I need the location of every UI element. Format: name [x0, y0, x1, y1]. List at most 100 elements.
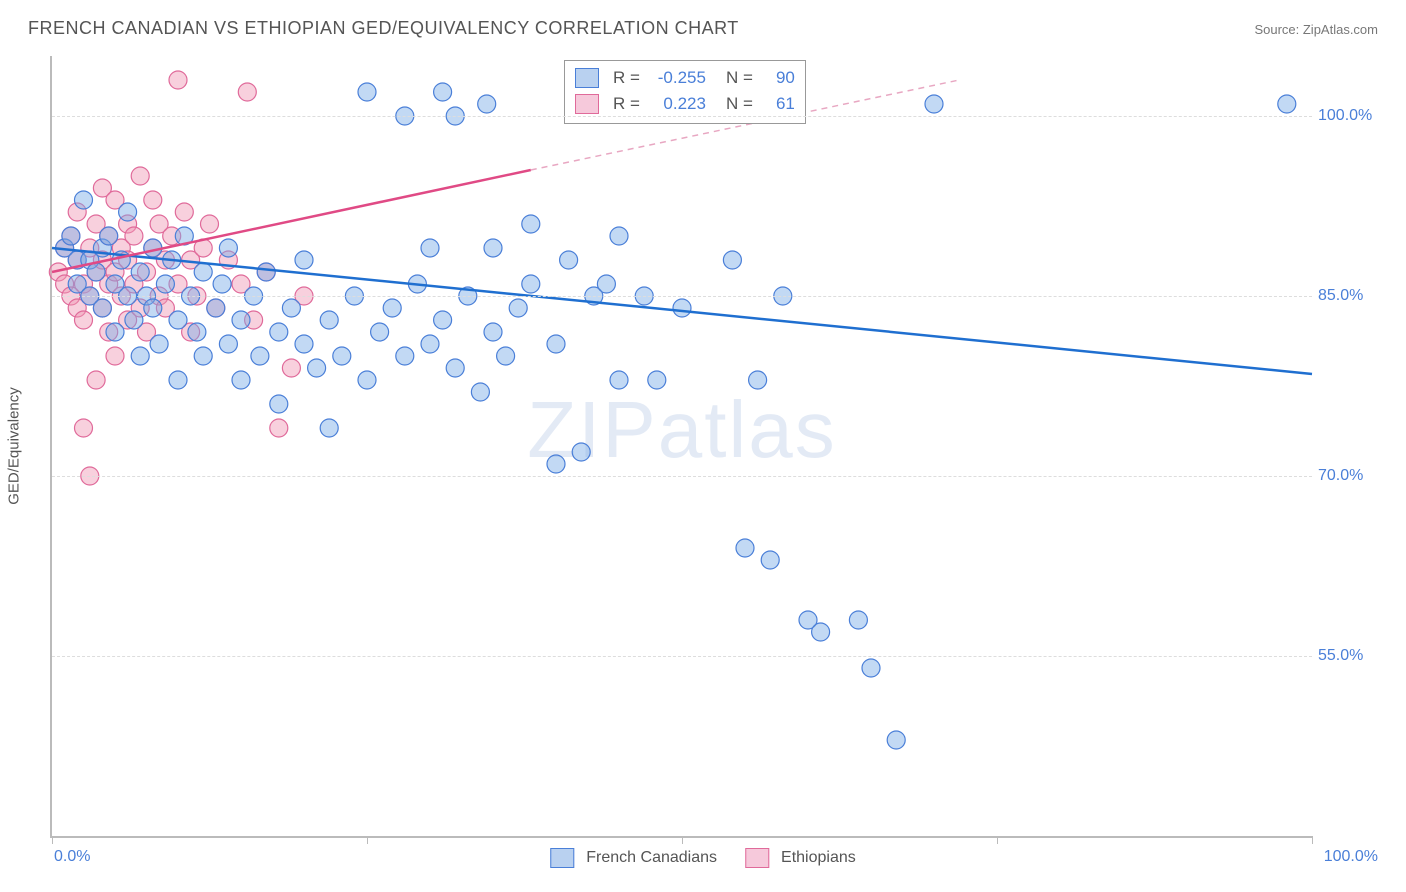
- data-point: [232, 311, 250, 329]
- data-point: [509, 299, 527, 317]
- data-point: [282, 299, 300, 317]
- data-point: [471, 383, 489, 401]
- data-point: [522, 275, 540, 293]
- data-point: [749, 371, 767, 389]
- chart-title: FRENCH CANADIAN VS ETHIOPIAN GED/EQUIVAL…: [28, 18, 739, 39]
- data-point: [131, 347, 149, 365]
- y-tick-label: 85.0%: [1318, 287, 1388, 305]
- x-axis-label-right: 100.0%: [1324, 848, 1378, 866]
- gridline-h: [52, 116, 1312, 117]
- data-point: [572, 443, 590, 461]
- data-point: [925, 95, 943, 113]
- chart-source: Source: ZipAtlas.com: [1254, 22, 1378, 37]
- n-value-2: 61: [763, 91, 795, 117]
- data-point: [383, 299, 401, 317]
- data-point: [812, 623, 830, 641]
- x-tick: [52, 836, 53, 844]
- data-point: [87, 263, 105, 281]
- data-point: [862, 659, 880, 677]
- data-point: [597, 275, 615, 293]
- data-point: [251, 347, 269, 365]
- data-point: [282, 359, 300, 377]
- data-point: [175, 203, 193, 221]
- data-point: [219, 335, 237, 353]
- source-prefix: Source:: [1254, 22, 1302, 37]
- data-point: [75, 419, 93, 437]
- data-point: [131, 263, 149, 281]
- y-axis-label: GED/Equivalency: [6, 387, 23, 505]
- gridline-h: [52, 296, 1312, 297]
- data-point: [736, 539, 754, 557]
- n-label-2: N =: [726, 91, 753, 117]
- data-point: [257, 263, 275, 281]
- y-tick-label: 55.0%: [1318, 647, 1388, 665]
- legend-label-1: French Canadians: [586, 849, 717, 867]
- plot-svg: [52, 56, 1312, 836]
- data-point: [156, 275, 174, 293]
- legend-stats-row-2: R = 0.223 N = 61: [575, 91, 795, 117]
- data-point: [232, 371, 250, 389]
- data-point: [484, 239, 502, 257]
- data-point: [238, 83, 256, 101]
- data-point: [169, 71, 187, 89]
- data-point: [144, 299, 162, 317]
- swatch-bottom-1: [550, 848, 574, 868]
- swatch-series-2: [575, 94, 599, 114]
- x-tick: [997, 836, 998, 844]
- data-point: [270, 419, 288, 437]
- data-point: [610, 227, 628, 245]
- data-point: [547, 335, 565, 353]
- data-point: [188, 323, 206, 341]
- data-point: [849, 611, 867, 629]
- data-point: [308, 359, 326, 377]
- data-point: [169, 311, 187, 329]
- data-point: [201, 215, 219, 233]
- data-point: [125, 227, 143, 245]
- data-point: [887, 731, 905, 749]
- legend-label-2: Ethiopians: [781, 849, 856, 867]
- gridline-h: [52, 656, 1312, 657]
- data-point: [270, 395, 288, 413]
- data-point: [194, 347, 212, 365]
- data-point: [1278, 95, 1296, 113]
- legend-series: French Canadians Ethiopians: [550, 848, 855, 868]
- data-point: [144, 191, 162, 209]
- data-point: [106, 347, 124, 365]
- data-point: [478, 95, 496, 113]
- data-point: [320, 311, 338, 329]
- data-point: [131, 167, 149, 185]
- legend-item-1: French Canadians: [550, 848, 717, 868]
- data-point: [100, 227, 118, 245]
- data-point: [560, 251, 578, 269]
- data-point: [106, 323, 124, 341]
- data-point: [320, 419, 338, 437]
- r-value-1: -0.255: [650, 65, 706, 91]
- data-point: [648, 371, 666, 389]
- data-point: [497, 347, 515, 365]
- data-point: [723, 251, 741, 269]
- data-point: [358, 83, 376, 101]
- gridline-h: [52, 476, 1312, 477]
- data-point: [213, 275, 231, 293]
- n-label-1: N =: [726, 65, 753, 91]
- data-point: [295, 251, 313, 269]
- data-point: [421, 239, 439, 257]
- data-point: [75, 191, 93, 209]
- data-point: [484, 323, 502, 341]
- swatch-series-1: [575, 68, 599, 88]
- x-tick: [682, 836, 683, 844]
- plot-area: ZIPatlas R = -0.255 N = 90 R = 0.223 N =…: [50, 56, 1312, 838]
- data-point: [421, 335, 439, 353]
- data-point: [547, 455, 565, 473]
- data-point: [434, 83, 452, 101]
- legend-item-2: Ethiopians: [745, 848, 856, 868]
- legend-stats-row-1: R = -0.255 N = 90: [575, 65, 795, 91]
- y-tick-label: 100.0%: [1318, 107, 1388, 125]
- data-point: [295, 335, 313, 353]
- data-point: [169, 371, 187, 389]
- data-point: [610, 371, 628, 389]
- r-label-2: R =: [613, 91, 640, 117]
- r-label-1: R =: [613, 65, 640, 91]
- data-point: [396, 347, 414, 365]
- n-value-1: 90: [763, 65, 795, 91]
